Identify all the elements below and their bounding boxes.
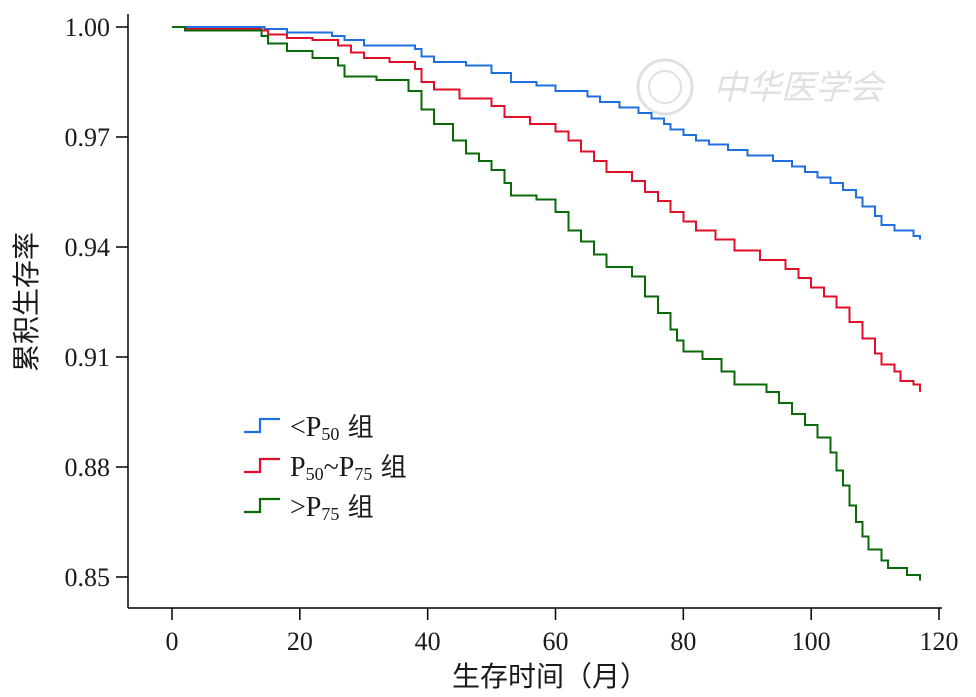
series-line-2: [172, 26, 921, 392]
y-tick-label: 0.94: [65, 233, 111, 262]
watermark-seal-icon: [636, 58, 694, 116]
legend-item-1: <P50 组: [244, 412, 374, 444]
legend-label-part: P: [290, 452, 306, 483]
x-tick-label: 0: [166, 627, 179, 656]
legend-swatch: [244, 497, 280, 514]
watermark-seal-inner: [648, 70, 682, 104]
y-axis-title: 累积生存率: [10, 232, 43, 372]
x-axis-title: 生存时间（月）: [452, 660, 648, 693]
y-tick-label: 0.85: [65, 563, 111, 592]
series-line-1: [172, 26, 921, 240]
y-tick-label: 1.00: [65, 13, 111, 42]
legend-label-part: 75: [321, 504, 339, 524]
series-lines: [172, 26, 921, 581]
y-tick-label: 0.88: [65, 453, 111, 482]
legend-item-3: >P75 组: [244, 492, 374, 524]
legend-swatch: [244, 457, 280, 474]
x-tick-label: 100: [792, 627, 831, 656]
legend-label-part: ~P: [324, 452, 355, 483]
legend-label-part: >P: [290, 492, 321, 523]
series-line-3: [172, 26, 921, 581]
x-ticks: 0 20 40 60 80 100 120: [166, 608, 959, 656]
legend-label-part: <P: [290, 412, 321, 443]
y-tick-label: 0.91: [65, 343, 111, 372]
legend-label-part: 50: [306, 464, 324, 484]
legend-label: >P75 组: [290, 492, 374, 524]
axes: [127, 14, 942, 609]
legend-label-group: 组: [372, 453, 406, 483]
watermark-text: 中华医学会: [713, 68, 887, 108]
x-tick-label: 80: [670, 627, 696, 656]
legend-item-2: P50~P75 组: [244, 452, 407, 484]
x-tick-label: 120: [920, 627, 959, 656]
legend-label-part: 50: [321, 424, 339, 444]
legend-label: <P50 组: [290, 412, 374, 444]
x-tick-label: 40: [415, 627, 441, 656]
watermark: 中华医学会: [636, 58, 887, 116]
y-tick-label: 0.97: [65, 123, 111, 152]
legend-swatch: [244, 417, 280, 434]
legend-label: P50~P75 组: [290, 452, 407, 484]
y-ticks: 1.00 0.97 0.94 0.91 0.88 0.85: [65, 13, 128, 592]
x-tick-label: 60: [543, 627, 569, 656]
legend-label-group: 组: [339, 413, 373, 443]
x-tick-label: 20: [287, 627, 313, 656]
legend-label-group: 组: [339, 493, 373, 523]
legend-label-part: 75: [354, 464, 372, 484]
